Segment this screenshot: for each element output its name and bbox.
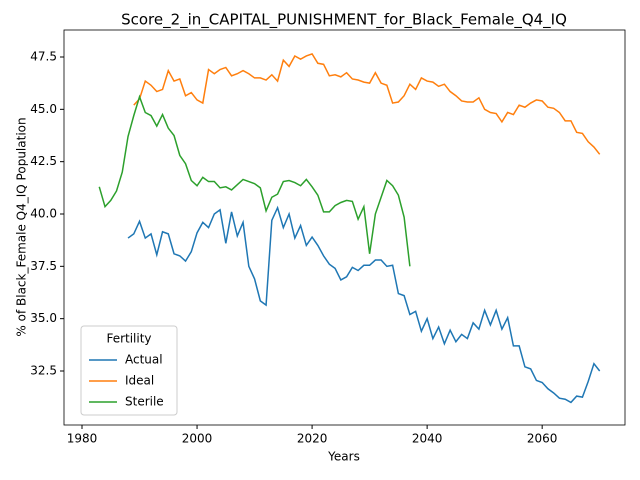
y-tick-label: 32.5: [30, 363, 57, 377]
x-tick-label: 2060: [527, 432, 558, 446]
y-tick-label: 35.0: [30, 311, 57, 325]
y-axis-label: % of Black_Female Q4_IQ Population: [15, 117, 29, 336]
x-axis-label: Years: [327, 450, 360, 464]
line-series: [98, 94, 411, 267]
plot-frame: [63, 29, 626, 426]
legend-label: Ideal: [125, 374, 154, 388]
legend-label: Actual: [125, 353, 163, 367]
x-tick-label: 1980: [67, 432, 98, 446]
y-tick-label: 42.5: [30, 154, 57, 168]
legend-box: [80, 325, 178, 416]
x-tick-label: 2020: [297, 432, 328, 446]
line-series: [133, 52, 601, 155]
chart-title: Score_2_in_CAPITAL_PUNISHMENT_for_Black_…: [121, 11, 567, 30]
y-tick-label: 40.0: [30, 206, 57, 220]
x-tick-label: 2000: [182, 432, 213, 446]
legend-title: Fertility: [106, 332, 151, 346]
line-series: [127, 205, 601, 404]
y-tick-label: 37.5: [30, 259, 57, 273]
x-tick-label: 2040: [412, 432, 443, 446]
y-tick-label: 47.5: [30, 50, 57, 64]
y-tick-label: 45.0: [30, 102, 57, 116]
legend-label: Sterile: [125, 395, 164, 409]
